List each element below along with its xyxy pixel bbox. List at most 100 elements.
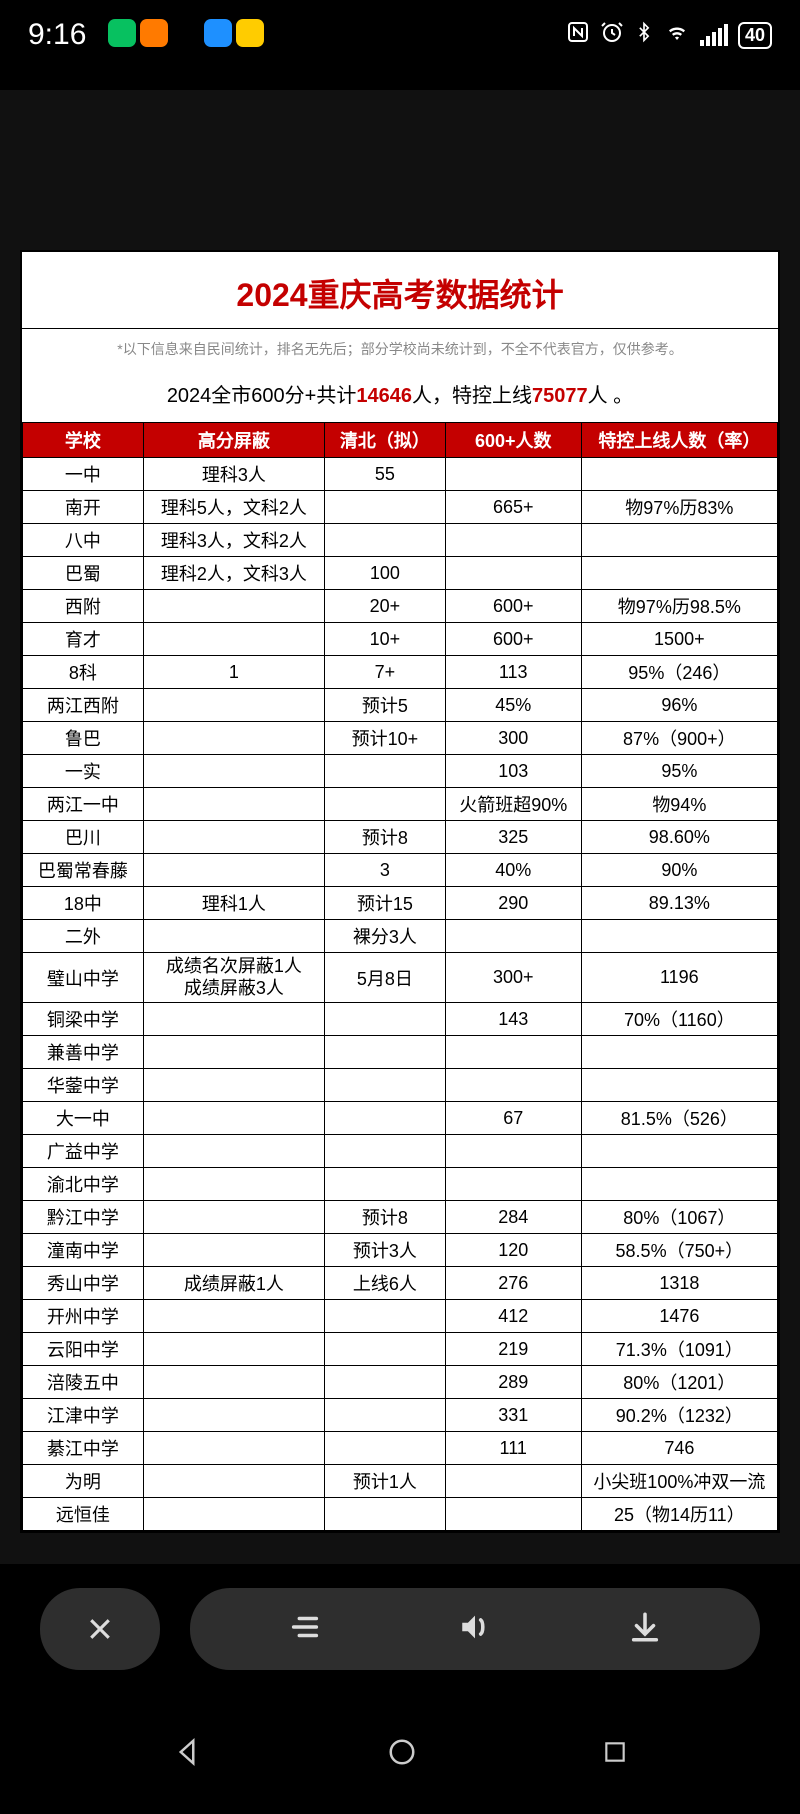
table-cell: 1318	[581, 1267, 777, 1300]
table-cell: 1500+	[581, 623, 777, 656]
table-cell: 600+	[445, 590, 581, 623]
table-cell: 华蓥中学	[23, 1069, 144, 1102]
download-icon[interactable]	[628, 1610, 662, 1649]
table-row: 两江一中火箭班超90%物94%	[23, 788, 778, 821]
table-cell: 111	[445, 1432, 581, 1465]
table-cell: 云阳中学	[23, 1333, 144, 1366]
table-cell: 二外	[23, 920, 144, 953]
table-row: 潼南中学预计3人12058.5%（750+）	[23, 1234, 778, 1267]
table-row: 兼善中学	[23, 1036, 778, 1069]
table-cell: 铜梁中学	[23, 1003, 144, 1036]
table-row: 涪陵五中28980%（1201）	[23, 1366, 778, 1399]
table-cell: 八中	[23, 524, 144, 557]
table-cell	[445, 1135, 581, 1168]
table-cell: 南开	[23, 491, 144, 524]
table-cell	[143, 1432, 324, 1465]
table-cell: 3	[324, 854, 445, 887]
table-cell	[143, 1333, 324, 1366]
table-row: 秀山中学成绩屏蔽1人上线6人2761318	[23, 1267, 778, 1300]
table-cell: 鲁巴	[23, 722, 144, 755]
home-button[interactable]	[387, 1737, 417, 1772]
table-cell	[445, 1168, 581, 1201]
table-cell: 火箭班超90%	[445, 788, 581, 821]
table-cell: 黔江中学	[23, 1201, 144, 1234]
status-bar: 9:16 40	[0, 0, 800, 70]
nfc-icon	[566, 20, 590, 50]
table-cell: 58.5%（750+）	[581, 1234, 777, 1267]
table-cell: 巴蜀	[23, 557, 144, 590]
table-row: 8科17+11395%（246）	[23, 656, 778, 689]
table-cell	[581, 1135, 777, 1168]
table-cell	[445, 458, 581, 491]
table-row: 鲁巴预计10+30087%（900+）	[23, 722, 778, 755]
table-cell: 上线6人	[324, 1267, 445, 1300]
table-cell: 远恒佳	[23, 1498, 144, 1531]
table-header-row: 学校高分屏蔽清北（拟）600+人数特控上线人数（率）	[23, 423, 778, 458]
table-row: 开州中学4121476	[23, 1300, 778, 1333]
signal-icon	[700, 24, 728, 46]
table-cell	[324, 1102, 445, 1135]
table-cell: 71.3%（1091）	[581, 1333, 777, 1366]
table-cell	[445, 1465, 581, 1498]
table-cell: 40%	[445, 854, 581, 887]
status-right: 40	[566, 20, 772, 50]
table-cell: 小尖班100%冲双一流	[581, 1465, 777, 1498]
table-cell: 80%（1201）	[581, 1366, 777, 1399]
table-cell: 300+	[445, 953, 581, 1003]
table-cell	[445, 920, 581, 953]
table-cell: 90%	[581, 854, 777, 887]
speaker-icon[interactable]	[458, 1610, 492, 1649]
table-cell	[324, 755, 445, 788]
table-cell: 一实	[23, 755, 144, 788]
table-cell: 113	[445, 656, 581, 689]
table-cell: 81.5%（526）	[581, 1102, 777, 1135]
table-cell: 成绩名次屏蔽1人成绩屏蔽3人	[143, 953, 324, 1003]
table-cell: 103	[445, 755, 581, 788]
table-cell: 理科3人，文科2人	[143, 524, 324, 557]
table-cell: 55	[324, 458, 445, 491]
recent-button[interactable]	[602, 1739, 628, 1770]
close-button[interactable]	[40, 1588, 160, 1670]
table-cell: 物97%历98.5%	[581, 590, 777, 623]
table-cell	[143, 590, 324, 623]
table-cell	[324, 1399, 445, 1432]
table-cell	[143, 1201, 324, 1234]
document: 2024重庆高考数据统计 *以下信息来自民间统计，排名无先后；部分学校尚未统计到…	[20, 250, 780, 1533]
table-cell	[143, 722, 324, 755]
table-cell: 45%	[445, 689, 581, 722]
table-row: 南开理科5人，文科2人665+物97%历83%	[23, 491, 778, 524]
table-cell: 284	[445, 1201, 581, 1234]
app-icon	[172, 19, 200, 47]
table-header-cell: 600+人数	[445, 423, 581, 458]
table-cell: 87%（900+）	[581, 722, 777, 755]
table-cell: 兼善中学	[23, 1036, 144, 1069]
table-cell: 70%（1160）	[581, 1003, 777, 1036]
back-button[interactable]	[172, 1737, 202, 1772]
table-cell: 江津中学	[23, 1399, 144, 1432]
table-cell: 秀山中学	[23, 1267, 144, 1300]
table-cell: 理科1人	[143, 887, 324, 920]
table-cell: 665+	[445, 491, 581, 524]
table-row: 巴蜀常春藤340%90%	[23, 854, 778, 887]
table-cell: 746	[581, 1432, 777, 1465]
table-cell	[581, 557, 777, 590]
table-cell: 綦江中学	[23, 1432, 144, 1465]
table-row: 大一中6781.5%（526）	[23, 1102, 778, 1135]
table-row: 綦江中学 111746	[23, 1432, 778, 1465]
table-cell	[324, 1135, 445, 1168]
table-cell	[581, 1168, 777, 1201]
table-cell: 5月8日	[324, 953, 445, 1003]
table-cell: 325	[445, 821, 581, 854]
table-cell	[143, 623, 324, 656]
table-cell	[143, 1168, 324, 1201]
system-nav-bar	[0, 1714, 800, 1794]
table-cell	[143, 1234, 324, 1267]
table-cell	[324, 1069, 445, 1102]
table-cell: 8科	[23, 656, 144, 689]
menu-icon[interactable]	[288, 1610, 322, 1649]
table-cell	[324, 491, 445, 524]
table-cell: 98.60%	[581, 821, 777, 854]
tools-pill	[190, 1588, 760, 1670]
table-header-cell: 清北（拟）	[324, 423, 445, 458]
table-cell: 开州中学	[23, 1300, 144, 1333]
